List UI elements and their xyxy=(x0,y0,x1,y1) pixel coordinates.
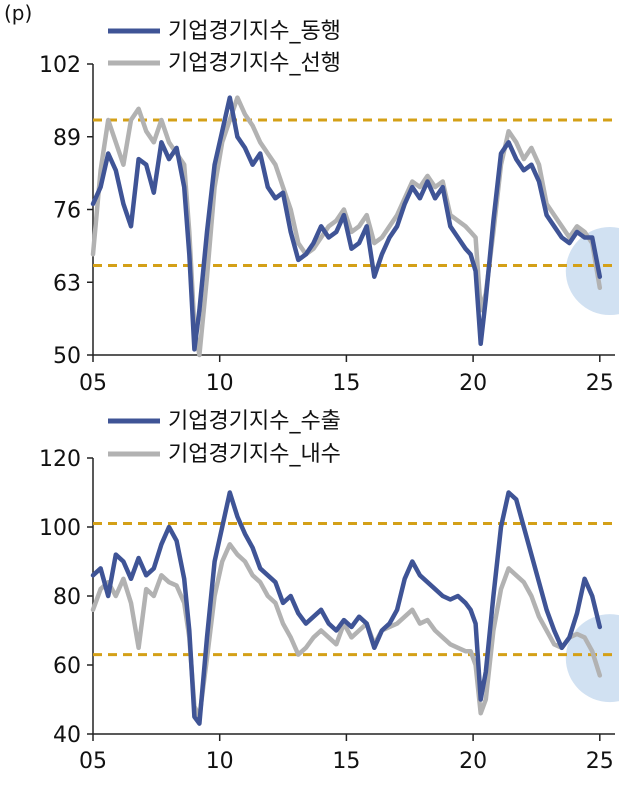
x-tick-label: 20 xyxy=(459,749,487,774)
y-tick-label: 40 xyxy=(53,723,81,748)
x-tick-label: 25 xyxy=(586,749,614,774)
x-tick-label: 15 xyxy=(332,749,360,774)
y-tick-label: 50 xyxy=(53,344,81,369)
highlight-circle xyxy=(565,227,619,316)
y-tick-label: 120 xyxy=(39,447,81,472)
legend-label: 기업경기지수_동행 xyxy=(168,19,341,44)
x-tick-label: 05 xyxy=(79,371,107,396)
y-tick-label: 80 xyxy=(53,585,81,610)
y-tick-label: 60 xyxy=(53,654,81,679)
legend-label: 기업경기지수_수출 xyxy=(168,409,341,434)
series-line-1 xyxy=(90,490,603,726)
x-tick-label: 10 xyxy=(206,371,234,396)
unit-label: (p) xyxy=(4,1,32,25)
chart-panel-1: 50 63 76 89 102 05 10 15 20 25 (p) 기업경기지수_동행기업경기지수_… xyxy=(4,1,619,396)
x-tick-label: 10 xyxy=(206,749,234,774)
y-tick-label: 89 xyxy=(53,126,81,151)
series-line-1 xyxy=(90,95,603,352)
y-tick-label: 76 xyxy=(53,199,81,224)
series-line-2 xyxy=(90,542,603,720)
legend-label: 기업경기지수_내수 xyxy=(168,442,341,467)
legend-label: 기업경기지수_선행 xyxy=(168,51,341,76)
x-tick-label: 15 xyxy=(332,371,360,396)
y-tick-label: 100 xyxy=(39,516,81,541)
y-tick-label: 63 xyxy=(53,271,81,296)
x-tick-label: 05 xyxy=(79,749,107,774)
x-tick-label: 25 xyxy=(586,371,614,396)
x-tick-label: 20 xyxy=(459,371,487,396)
y-tick-label: 102 xyxy=(39,53,81,78)
